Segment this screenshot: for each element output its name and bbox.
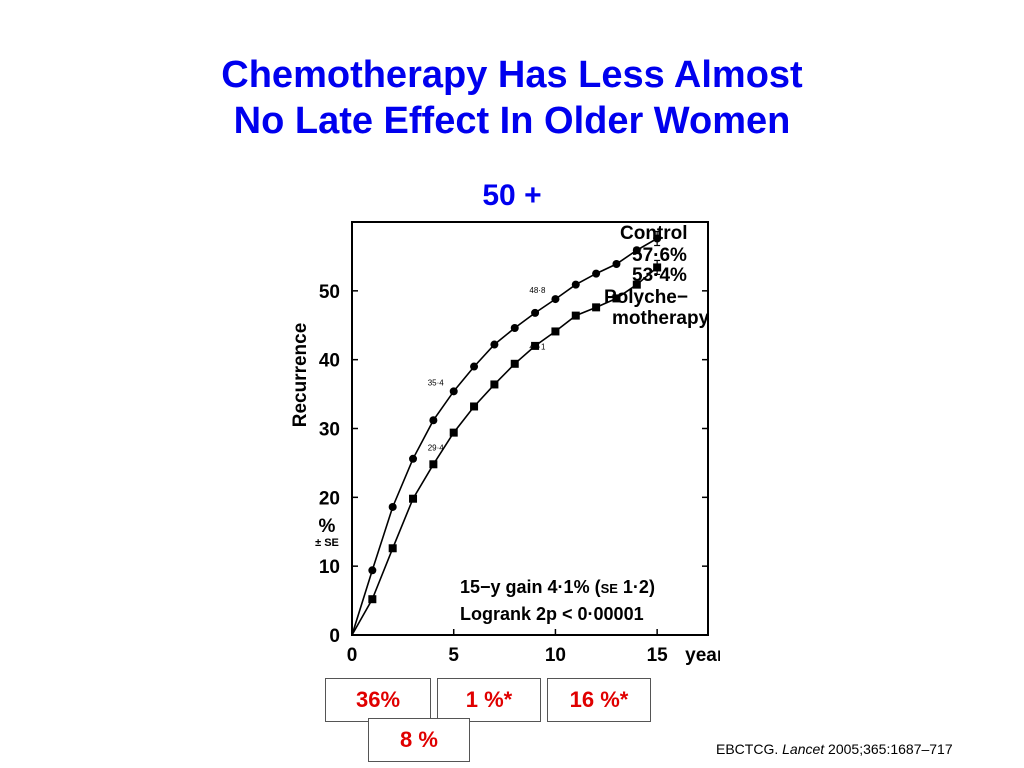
control-point [531, 308, 540, 317]
gain-annotation: 15−y gain 4·1% (SE 1·2) [460, 577, 655, 597]
point-value-label: 44·1 [529, 342, 546, 351]
polychemotherapy-final-value: 53·4% [632, 265, 687, 286]
series-markers [368, 230, 662, 604]
y-tick-label: 20 [319, 488, 340, 509]
title-line-2: No Late Effect In Older Women [233, 100, 791, 142]
polychemotherapy-point [592, 303, 601, 312]
y-tick-label: 0 [329, 626, 340, 647]
control-point [510, 324, 519, 333]
control-point [571, 280, 580, 289]
box-8: 8 % [368, 718, 470, 762]
y-axis-se: ± SE [315, 537, 339, 549]
polychemotherapy-point [510, 359, 519, 368]
box-1: 1 %* [437, 678, 541, 722]
logrank-annotation: Logrank 2p < 0·00001 [460, 604, 644, 624]
control-point [388, 502, 397, 511]
x-tick-label: 5 [448, 645, 459, 666]
y-axis-unit: % [319, 516, 336, 537]
box-16: 16 %* [547, 678, 651, 722]
legend-control: Control [620, 223, 688, 244]
polychemotherapy-point [571, 311, 580, 320]
control-point [368, 566, 377, 575]
control-point [409, 454, 418, 463]
x-tick-label: 0 [347, 645, 358, 666]
point-value-label: 48·8 [529, 286, 546, 295]
x-axis-label: years [685, 645, 720, 666]
polychemotherapy-point [531, 341, 540, 350]
series-line-polychemotherapy [351, 266, 658, 636]
x-tick-label: 15 [647, 645, 669, 666]
polychemotherapy-point [368, 595, 377, 604]
control-point [592, 269, 601, 278]
chart-subtitle: 50 + [482, 179, 542, 212]
chart-labels: 0 10 20 30 40 50 0 5 10 15 years Recurrence%± SE 35·… [290, 223, 720, 666]
point-value-label: 35·4 [428, 378, 445, 387]
citation-details: 2005;365:1687–717 [824, 741, 953, 757]
citation-journal: Lancet [782, 741, 825, 757]
y-tick-label: 30 [319, 420, 340, 441]
polychemotherapy-point [551, 327, 560, 336]
y-tick-label: 40 [319, 351, 340, 372]
control-final-value: 57·6% [632, 245, 687, 266]
polychemotherapy-point [409, 494, 418, 503]
polychemotherapy-point [612, 294, 621, 303]
control-point [551, 295, 560, 304]
legend-polychemotherapy-line1: Polyche− [604, 287, 688, 308]
point-value-label: 29·4 [428, 444, 445, 453]
polychemotherapy-point [429, 460, 438, 469]
recurrence-chart: 0 10 20 30 40 50 0 5 10 15 years Recurrence%± SE 35·… [290, 221, 720, 666]
citation: EBCTCG. Lancet 2005;365:1687–717 [716, 741, 953, 757]
box-36: 36% [325, 678, 431, 722]
polychemotherapy-point [388, 544, 397, 553]
control-point [429, 416, 438, 425]
y-tick-label: 10 [319, 557, 340, 578]
title-line-1: Chemotherapy Has Less Almost [221, 54, 803, 96]
polychemotherapy-point [632, 280, 641, 289]
control-point [612, 259, 621, 268]
slide-title: Chemotherapy Has Less Almost No Late Eff… [0, 52, 1024, 144]
control-point [470, 362, 479, 371]
y-axis-label: Recurrence [290, 323, 311, 428]
legend-polychemotherapy-line2: motherapy [612, 308, 710, 329]
polychemotherapy-point [449, 428, 458, 437]
y-tick-label: 50 [319, 282, 340, 303]
polychemotherapy-point [490, 380, 499, 389]
control-point [632, 246, 641, 255]
control-point [449, 387, 458, 396]
citation-prefix: EBCTCG. [716, 741, 783, 757]
control-point [490, 340, 499, 349]
polychemotherapy-point [470, 402, 479, 411]
series-line-control [351, 237, 658, 636]
series-lines [351, 237, 658, 636]
x-tick-label: 10 [545, 645, 566, 666]
